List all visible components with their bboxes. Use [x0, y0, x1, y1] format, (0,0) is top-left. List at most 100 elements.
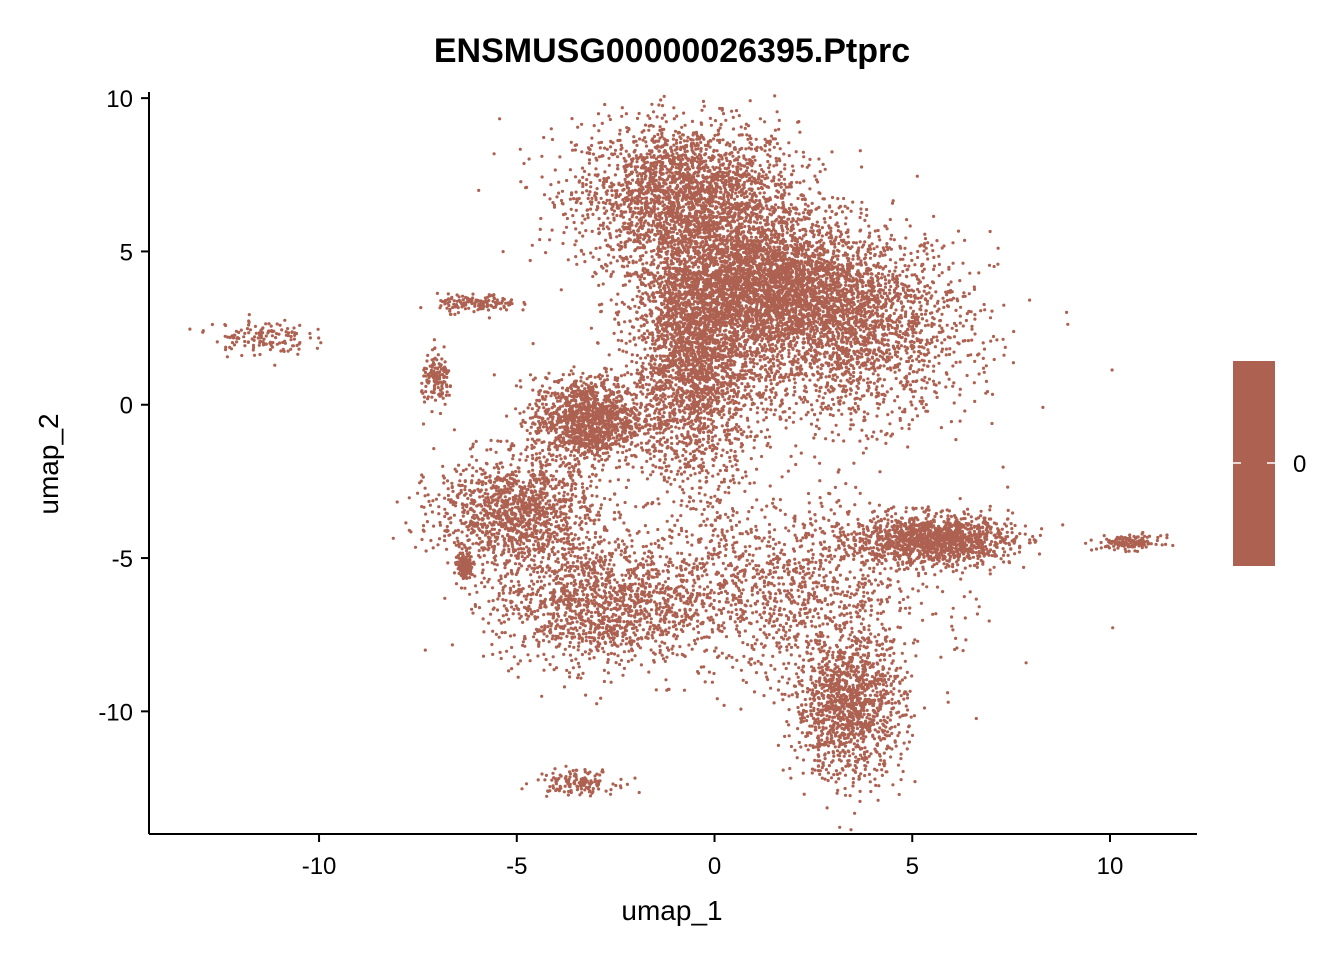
- scatter-point: [813, 455, 816, 458]
- scatter-point: [581, 176, 584, 179]
- scatter-point: [874, 253, 877, 256]
- scatter-point: [857, 257, 860, 260]
- scatter-point: [768, 170, 771, 173]
- scatter-point: [610, 208, 613, 211]
- scatter-point: [626, 175, 629, 178]
- scatter-point: [922, 406, 925, 409]
- scatter-point: [921, 270, 924, 273]
- scatter-point: [597, 129, 600, 132]
- scatter-point: [723, 153, 726, 156]
- scatter-point: [752, 385, 755, 388]
- scatter-point: [700, 196, 703, 199]
- scatter-point: [676, 147, 679, 150]
- scatter-point: [882, 352, 885, 355]
- scatter-point: [1002, 354, 1005, 357]
- scatter-point: [679, 174, 682, 177]
- scatter-point: [651, 176, 654, 179]
- scatter-point: [746, 138, 749, 141]
- scatter-point: [916, 414, 919, 417]
- scatter-point: [621, 106, 624, 109]
- scatter-point: [814, 433, 817, 436]
- scatter-point: [844, 336, 847, 339]
- scatter-point: [587, 193, 590, 196]
- scatter-point: [954, 438, 957, 441]
- scatter-point: [812, 335, 815, 338]
- scatter-point: [575, 239, 578, 242]
- scatter-point: [742, 157, 745, 160]
- scatter-point: [831, 398, 834, 401]
- scatter-point: [714, 178, 717, 181]
- scatter-point: [894, 351, 897, 354]
- scatter-point: [912, 370, 915, 373]
- scatter-point: [874, 334, 877, 337]
- scatter-point: [832, 351, 835, 354]
- scatter-point: [918, 290, 921, 293]
- scatter-point: [691, 162, 694, 165]
- scatter-point: [818, 192, 821, 195]
- scatter-point: [597, 232, 600, 235]
- scatter-point: [926, 241, 929, 244]
- scatter-point: [777, 128, 780, 131]
- scatter-point: [970, 325, 973, 328]
- scatter-point: [860, 429, 863, 432]
- scatter-point: [875, 388, 878, 391]
- scatter-point: [903, 408, 906, 411]
- scatter-point: [754, 194, 757, 197]
- scatter-point: [665, 120, 668, 123]
- scatter-point: [674, 130, 677, 133]
- scatter-point: [662, 247, 665, 250]
- scatter-point: [928, 342, 931, 345]
- scatter-point: [631, 179, 634, 182]
- scatter-point: [555, 195, 558, 198]
- scatter-point: [859, 278, 862, 281]
- scatter-point: [661, 200, 664, 203]
- scatter-point: [838, 327, 841, 330]
- scatter-point: [669, 162, 672, 165]
- scatter-point: [859, 398, 862, 401]
- scatter-point: [783, 178, 786, 181]
- scatter-point: [570, 208, 573, 211]
- scatter-point: [522, 162, 525, 165]
- scatter-point: [637, 228, 640, 231]
- scatter-point: [682, 112, 685, 115]
- scatter-point: [675, 152, 678, 155]
- scatter-point: [656, 115, 659, 118]
- scatter-point: [664, 207, 667, 210]
- scatter-point: [597, 141, 600, 144]
- scatter-point: [806, 327, 809, 330]
- scatter-point: [931, 316, 934, 319]
- scatter-point: [889, 434, 892, 437]
- scatter-point: [614, 173, 617, 176]
- scatter-point: [648, 153, 651, 156]
- scatter-point: [676, 172, 679, 175]
- scatter-point: [673, 117, 676, 120]
- scatter-point: [856, 362, 859, 365]
- scatter-point: [744, 127, 747, 130]
- scatter-point: [721, 157, 724, 160]
- scatter-point: [672, 157, 675, 160]
- scatter-point: [746, 166, 749, 169]
- scatter-point: [911, 418, 914, 421]
- scatter-point: [626, 186, 629, 189]
- scatter-point: [672, 144, 675, 147]
- scatter-point: [629, 207, 632, 210]
- scatter-point: [619, 241, 622, 244]
- scatter-point: [873, 325, 876, 328]
- scatter-point: [911, 359, 914, 362]
- scatter-point: [894, 364, 897, 367]
- scatter-point: [810, 423, 813, 426]
- scatter-point: [634, 165, 637, 168]
- scatter-point: [783, 183, 786, 186]
- scatter-point: [709, 190, 712, 193]
- scatter-point: [802, 155, 805, 158]
- scatter-point: [926, 302, 929, 305]
- scatter-point: [800, 193, 803, 196]
- scatter-point: [989, 230, 992, 233]
- scatter-point: [816, 418, 819, 421]
- scatter-point: [712, 187, 715, 190]
- scatter-point: [645, 196, 648, 199]
- scatter-point: [816, 365, 819, 368]
- scatter-point: [709, 183, 712, 186]
- scatter-point: [604, 263, 607, 266]
- scatter-point: [570, 117, 573, 120]
